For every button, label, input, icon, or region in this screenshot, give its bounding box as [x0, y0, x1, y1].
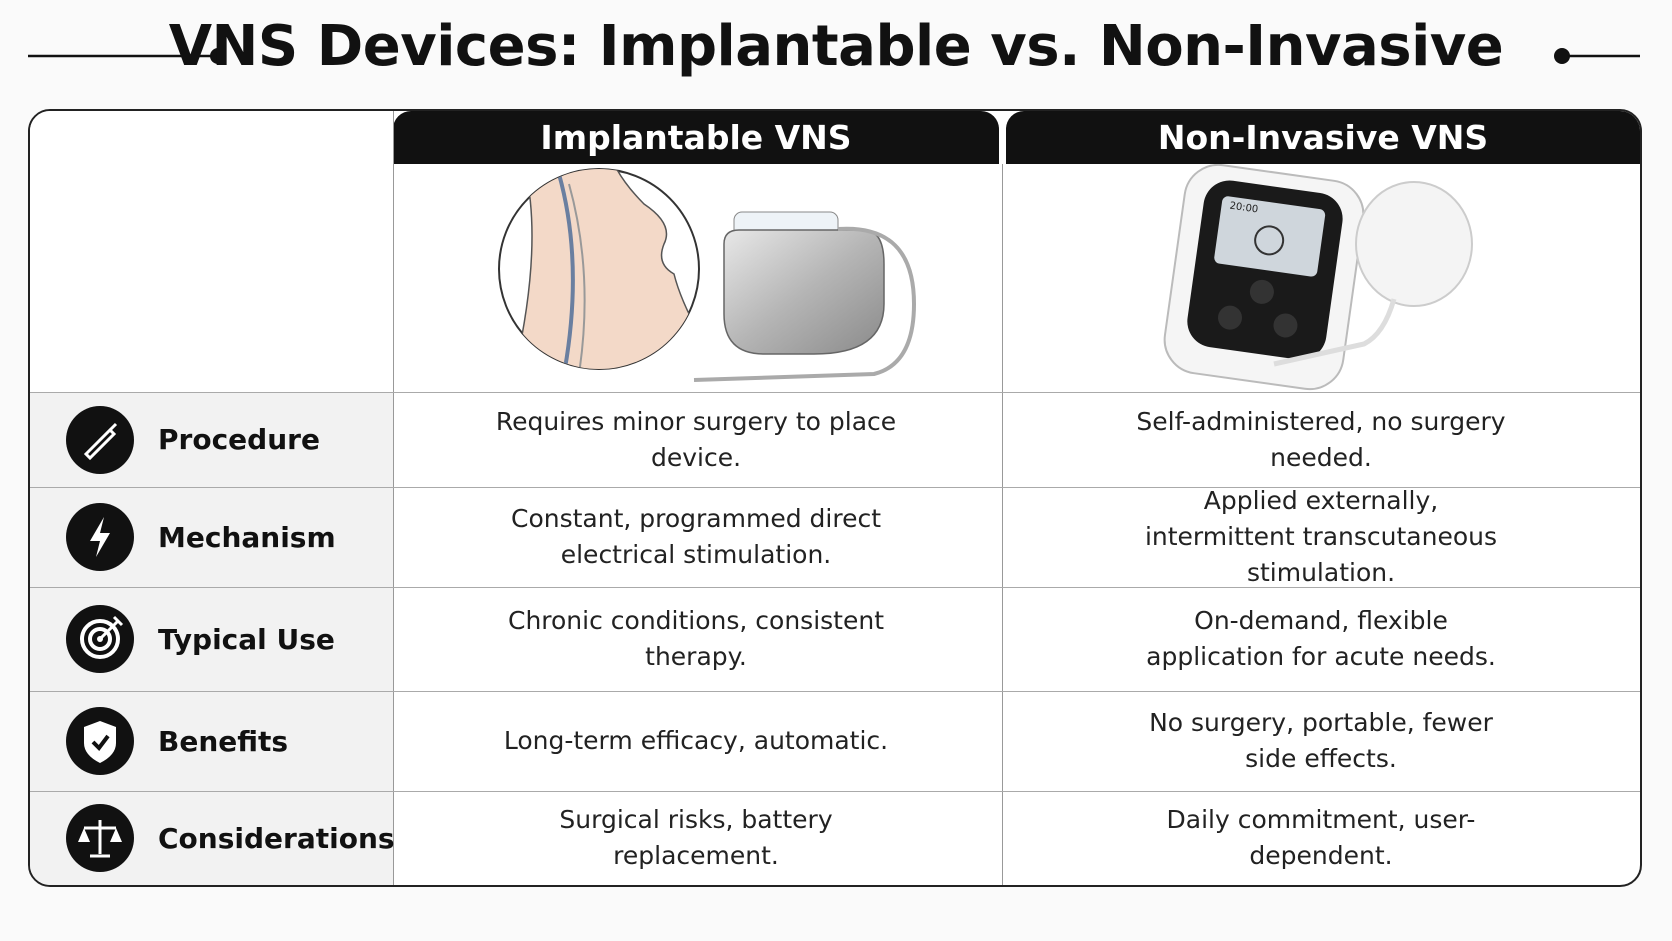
column-header: Implantable VNS [393, 111, 999, 164]
cell-text: Applied externally, intermittent transcu… [1144, 486, 1498, 587]
cell-text: Requires minor surgery to place device. [495, 406, 897, 472]
row-divider [30, 791, 1640, 792]
row-label: Considerations [158, 821, 395, 855]
cell-text: No surgery, portable, fewer side effects… [1149, 708, 1493, 773]
electrode-patch [1273, 181, 1473, 367]
blank-corner [30, 111, 393, 392]
cell-text: Surgical risks, battery replacement. [559, 805, 833, 870]
implant-device [693, 211, 917, 382]
row-icon [66, 503, 134, 571]
row-icon [66, 804, 134, 872]
cell-text: On-demand, flexible application for acut… [1146, 606, 1496, 671]
row-label: Mechanism [158, 520, 336, 554]
screen-time: 20:00 [1229, 201, 1259, 216]
row-divider [30, 487, 1640, 488]
title: VNS Devices: Implantable vs. Non-Invasiv… [168, 14, 1504, 79]
row-label: Typical Use [158, 622, 335, 656]
divider [1002, 164, 1003, 885]
handheld-device: 20:00 [1163, 164, 1365, 391]
cell-text: Daily commitment, user-dependent. [1166, 805, 1476, 870]
cell-text: Long-term efficacy, automatic. [503, 726, 889, 755]
row-divider [30, 587, 1640, 588]
cell-text: Self-administered, no surgery needed. [1136, 406, 1506, 472]
row-icon [66, 605, 134, 673]
row-label: Benefits [158, 724, 289, 758]
neck-illustration [498, 168, 700, 370]
row-divider [30, 392, 1640, 393]
row-icon [66, 405, 134, 474]
column-header: Non-Invasive VNS [1006, 111, 1640, 164]
row-divider [30, 691, 1640, 692]
cell-text: Constant, programmed direct electrical s… [510, 504, 882, 569]
row-icon [66, 707, 134, 775]
row-label: Procedure [158, 423, 320, 456]
divider [393, 111, 394, 885]
comparison-table: Implantable VNS Non-Invasive VNS 20:00 P… [28, 109, 1642, 887]
cell-text: Chronic conditions, consistent therapy. [507, 606, 885, 671]
title-decoration [28, 48, 1640, 64]
illustrations: 20:00 [498, 164, 1473, 391]
